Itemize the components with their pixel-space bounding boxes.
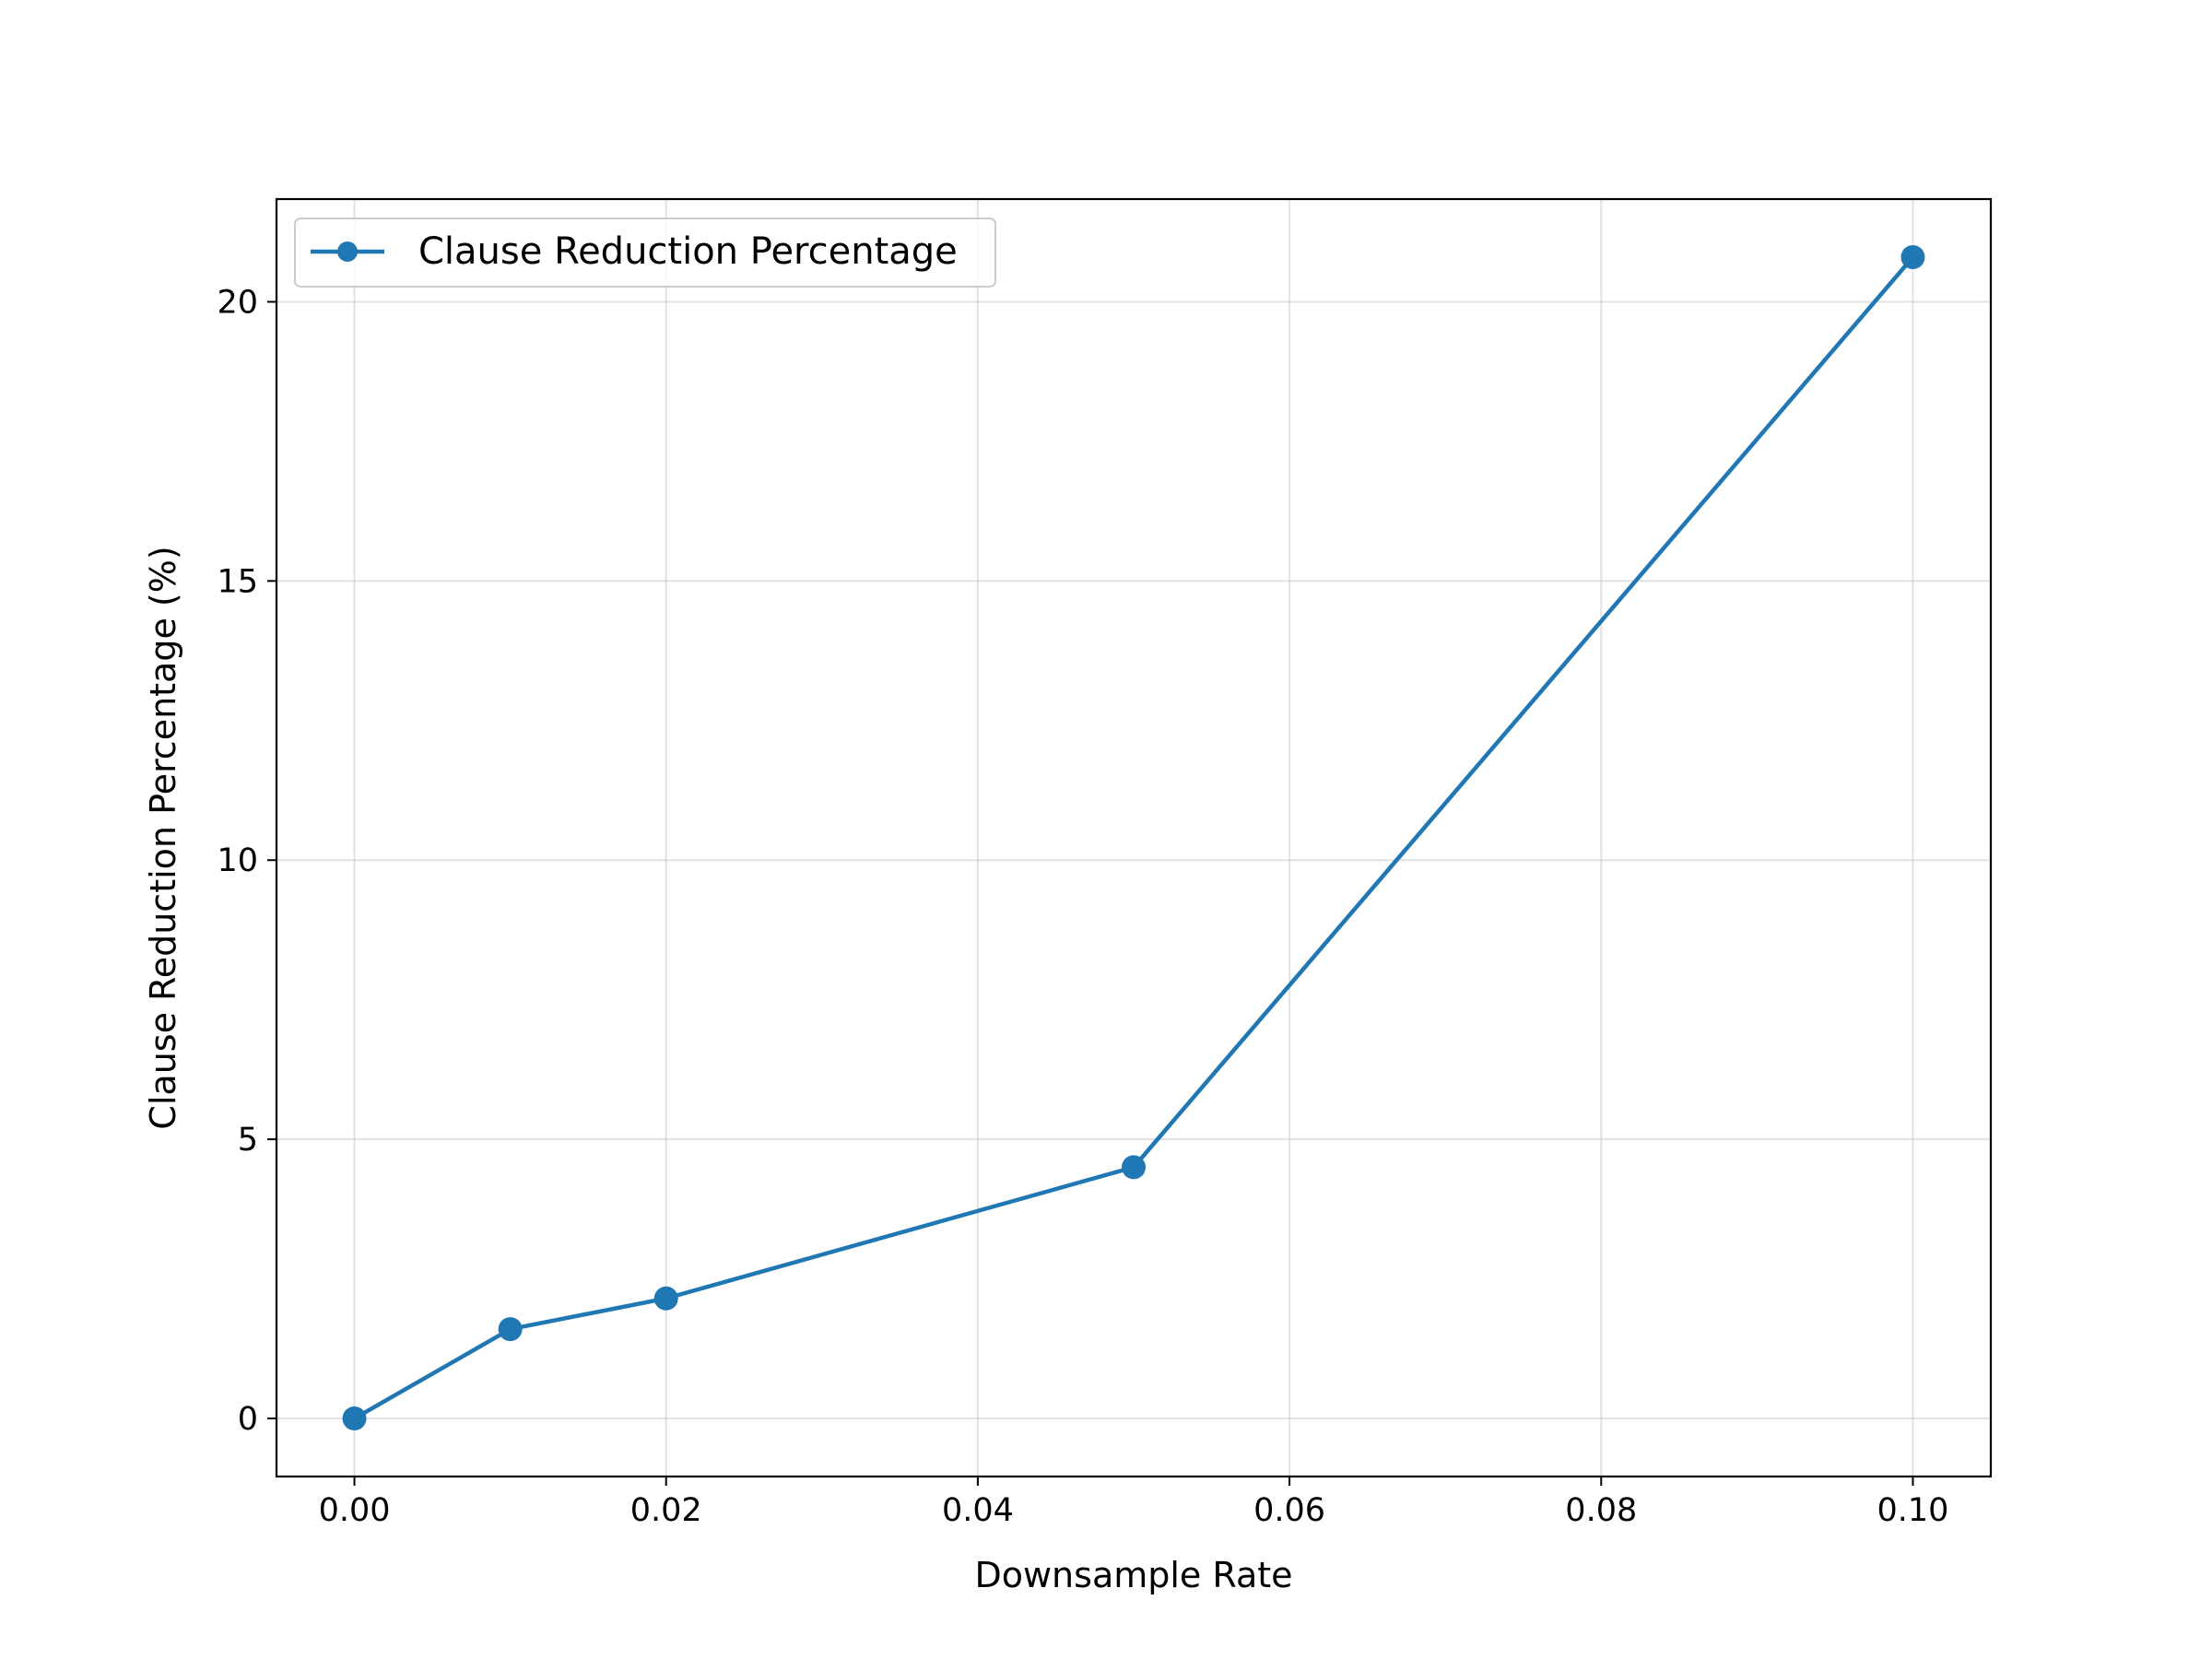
data-point [1122,1155,1146,1180]
x-tick-label: 0.04 [942,1492,1014,1529]
x-tick-label: 0.02 [630,1492,702,1529]
legend-marker-swatch [337,241,358,262]
plot-area-background [276,199,1991,1477]
plot-frame [275,197,1993,1478]
y-tick-label: 15 [217,563,258,600]
series-layer [342,245,1925,1430]
y-tick-label: 20 [217,284,258,321]
x-tick-label: 0.08 [1565,1492,1637,1529]
axis-ticks: 0.00 0.02 0.04 0.06 0.08 0.10 0 5 10 15 20 [217,284,1948,1529]
data-point [498,1317,523,1342]
data-point [342,1406,367,1430]
legend: Clause Reduction Percentage [294,218,996,288]
y-tick-label: 0 [238,1401,258,1438]
y-axis-label: Clause Reduction Percentage (%) [143,546,183,1129]
data-point [1900,245,1925,269]
x-tick-label: 0.00 [319,1492,391,1529]
legend-label: Clause Reduction Percentage [418,230,958,273]
grid-lines [276,199,1991,1477]
x-tick-label: 0.10 [1877,1492,1948,1529]
legend-box [294,218,996,288]
y-tick-label: 5 [238,1122,258,1159]
x-tick-label: 0.06 [1253,1492,1325,1529]
data-point [653,1286,678,1311]
y-tick-label: 10 [217,842,258,879]
x-axis-label: Downsample Rate [974,1555,1292,1595]
